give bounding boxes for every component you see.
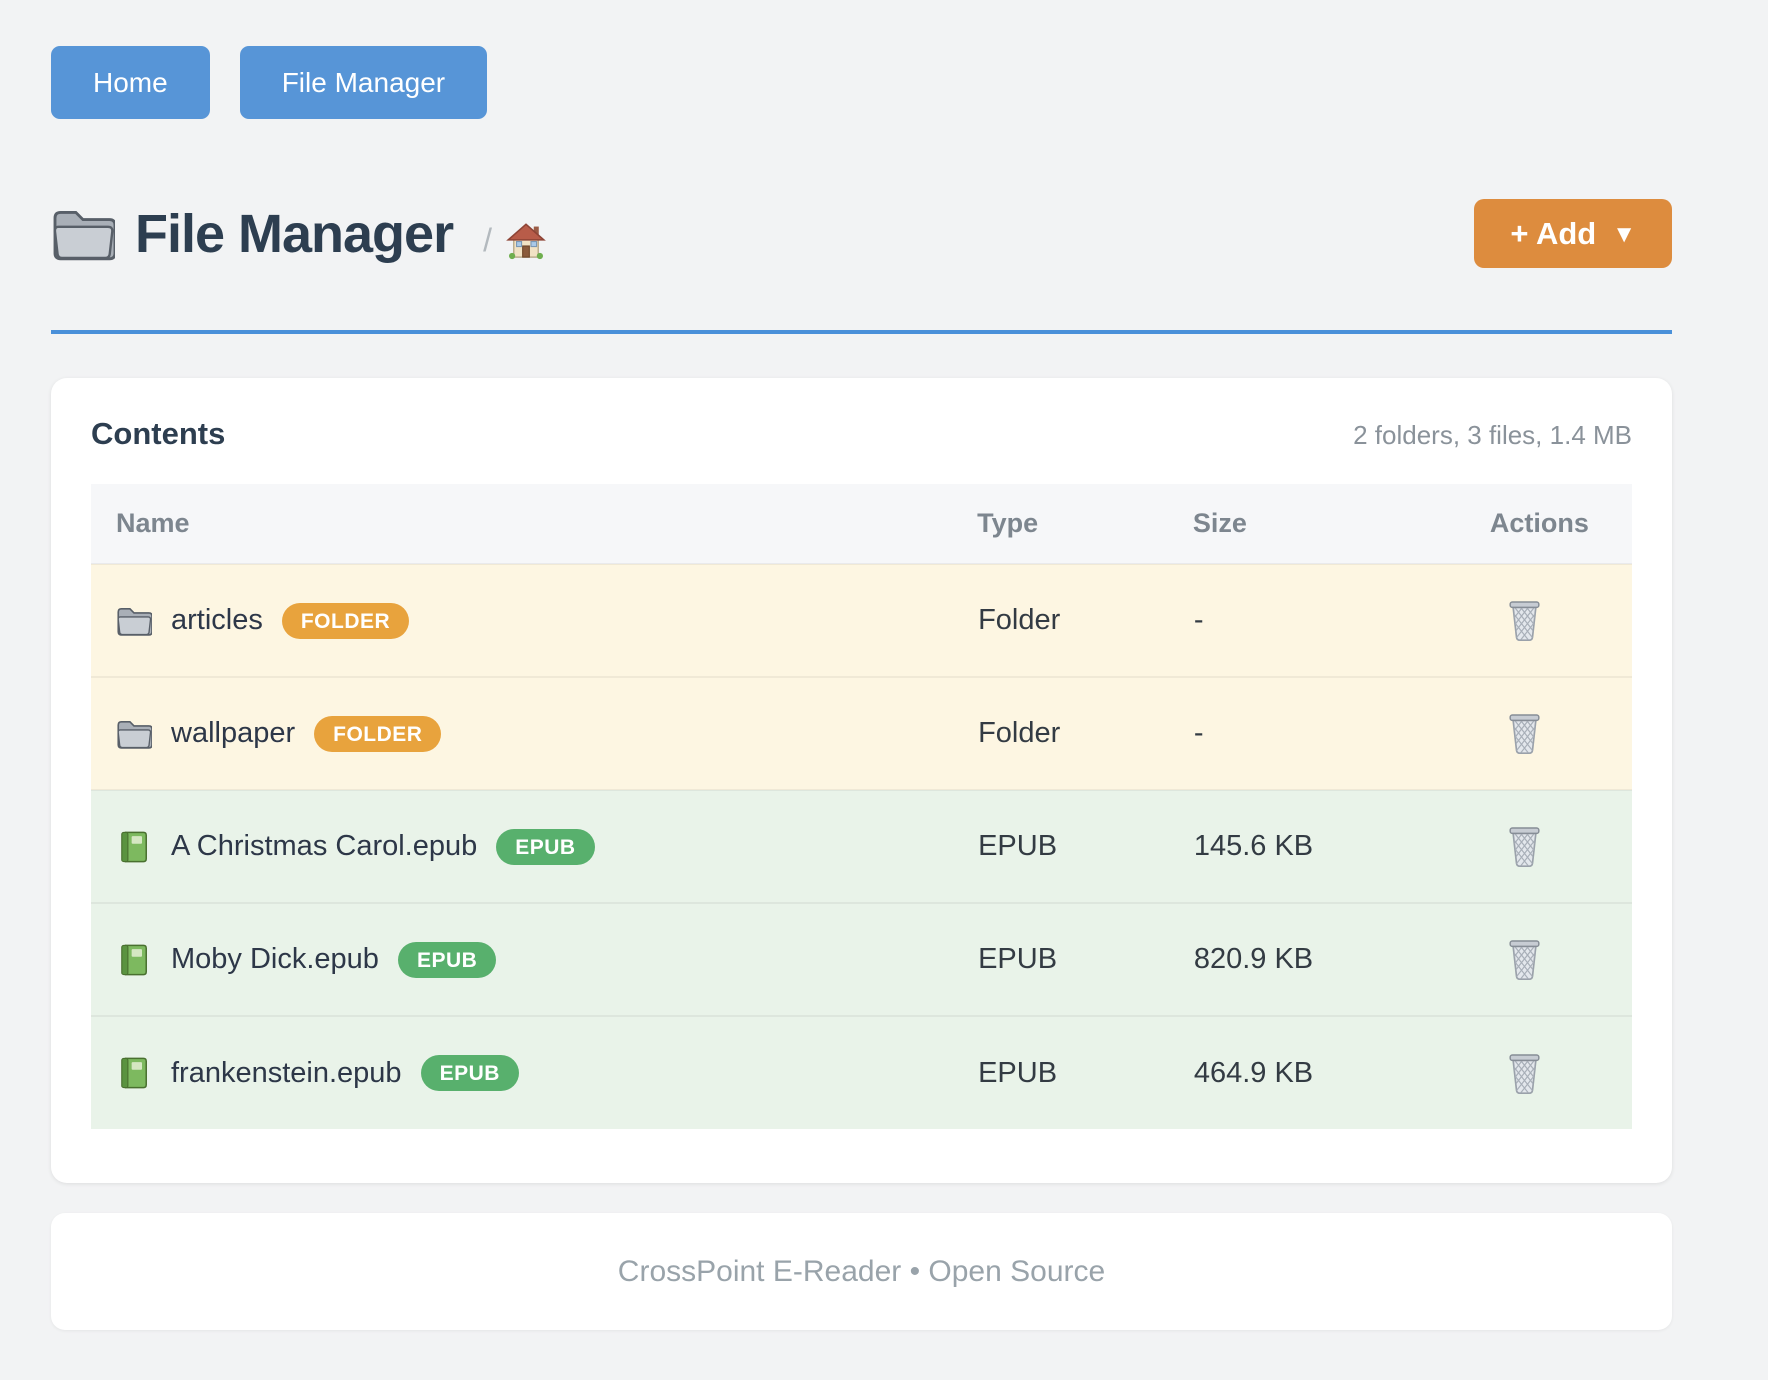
file-name[interactable]: articles	[171, 604, 263, 636]
house-icon[interactable]	[506, 222, 546, 260]
folder-icon	[116, 718, 152, 750]
file-name[interactable]: wallpaper	[171, 717, 296, 749]
breadcrumb: /	[483, 222, 546, 260]
table-row[interactable]: frankenstein.epub EPUB EPUB 464.9 KB	[91, 1016, 1632, 1129]
contents-card: Contents 2 folders, 3 files, 1.4 MB Name…	[51, 378, 1672, 1183]
footer: CrossPoint E-Reader • Open Source	[51, 1213, 1672, 1330]
column-header-name: Name	[116, 508, 190, 538]
nav-button-file-manager[interactable]: File Manager	[239, 46, 488, 119]
type-badge: FOLDER	[281, 602, 410, 639]
file-size: 820.9 KB	[1193, 943, 1314, 975]
file-name[interactable]: A Christmas Carol.epub	[171, 830, 478, 862]
title-divider	[51, 330, 1672, 334]
file-type: Folder	[978, 717, 1061, 749]
file-type: EPUB	[978, 943, 1058, 975]
book-icon	[116, 944, 152, 976]
file-name[interactable]: frankenstein.epub	[171, 1056, 402, 1089]
top-navigation: Home File Manager	[51, 0, 1672, 119]
file-size: -	[1193, 604, 1204, 636]
file-size: 464.9 KB	[1193, 1056, 1314, 1089]
file-table: Name Type Size Actions articles FOLDER F…	[91, 484, 1632, 1129]
file-size: 145.6 KB	[1193, 830, 1314, 862]
file-name[interactable]: Moby Dick.epub	[171, 943, 379, 975]
trash-icon	[1505, 938, 1544, 981]
contents-summary: 2 folders, 3 files, 1.4 MB	[1353, 420, 1632, 450]
file-size: -	[1193, 717, 1204, 749]
table-row[interactable]: wallpaper FOLDER Folder -	[91, 677, 1632, 790]
chevron-down-icon: ▼	[1612, 220, 1636, 248]
table-body: articles FOLDER Folder - wallpaper FOLDE…	[91, 564, 1632, 1129]
file-type: Folder	[978, 604, 1061, 636]
table-header: Name Type Size Actions	[91, 484, 1632, 564]
page-title: File Manager	[135, 203, 454, 264]
column-header-type: Type	[977, 508, 1039, 538]
type-badge: EPUB	[420, 1055, 519, 1091]
delete-button[interactable]	[1505, 938, 1544, 981]
folder-icon	[116, 605, 152, 637]
delete-button[interactable]	[1505, 825, 1544, 868]
breadcrumb-separator: /	[483, 222, 492, 258]
page-header: File Manager / + Add ▼	[51, 199, 1672, 268]
type-badge: EPUB	[496, 828, 595, 865]
card-header: Contents 2 folders, 3 files, 1.4 MB	[91, 416, 1632, 452]
trash-icon	[1505, 1052, 1544, 1095]
nav-button-home[interactable]: Home	[51, 46, 210, 119]
footer-text: CrossPoint E-Reader • Open Source	[617, 1254, 1106, 1288]
type-badge: FOLDER	[314, 715, 442, 752]
file-type: EPUB	[978, 1056, 1058, 1089]
table-row[interactable]: A Christmas Carol.epub EPUB EPUB 145.6 K…	[91, 790, 1632, 903]
trash-icon	[1505, 599, 1544, 642]
type-badge: EPUB	[397, 941, 497, 978]
book-icon	[116, 831, 152, 863]
add-button[interactable]: + Add ▼	[1474, 199, 1672, 268]
delete-button[interactable]	[1505, 599, 1544, 642]
column-header-actions: Actions	[1489, 508, 1589, 538]
delete-button[interactable]	[1505, 712, 1544, 755]
table-row[interactable]: Moby Dick.epub EPUB EPUB 820.9 KB	[91, 903, 1632, 1016]
table-row[interactable]: articles FOLDER Folder -	[91, 564, 1632, 677]
folder-icon	[51, 206, 115, 262]
card-title: Contents	[91, 416, 226, 451]
column-header-size: Size	[1192, 508, 1247, 538]
trash-icon	[1505, 712, 1544, 755]
book-icon	[116, 1057, 152, 1089]
add-button-label: + Add	[1510, 215, 1597, 251]
delete-button[interactable]	[1505, 1052, 1544, 1095]
trash-icon	[1505, 825, 1544, 868]
file-type: EPUB	[978, 830, 1058, 862]
page: Home File Manager File Manager / + Add ▼…	[51, 0, 1672, 1330]
